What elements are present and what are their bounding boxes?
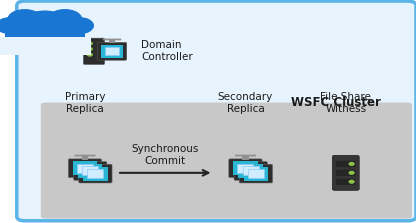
FancyBboxPatch shape: [336, 179, 356, 185]
FancyBboxPatch shape: [79, 164, 112, 183]
FancyBboxPatch shape: [109, 40, 115, 43]
Circle shape: [349, 180, 354, 183]
Circle shape: [87, 53, 92, 56]
Polygon shape: [105, 47, 119, 55]
FancyBboxPatch shape: [5, 23, 85, 37]
Circle shape: [23, 11, 67, 36]
FancyBboxPatch shape: [0, 37, 91, 55]
FancyBboxPatch shape: [83, 38, 105, 64]
Text: Secondary
Replica: Secondary Replica: [218, 92, 273, 114]
FancyBboxPatch shape: [17, 1, 416, 221]
Circle shape: [48, 10, 82, 28]
FancyBboxPatch shape: [244, 167, 268, 181]
Circle shape: [8, 10, 41, 28]
Polygon shape: [87, 169, 104, 178]
Circle shape: [349, 171, 354, 174]
Text: WSFC Cluster: WSFC Cluster: [291, 96, 381, 109]
Text: File Share
Witness: File Share Witness: [320, 92, 371, 114]
Circle shape: [87, 42, 92, 45]
Polygon shape: [248, 169, 264, 178]
FancyBboxPatch shape: [78, 164, 102, 178]
FancyBboxPatch shape: [235, 155, 256, 157]
Polygon shape: [77, 164, 93, 173]
Polygon shape: [243, 166, 259, 175]
FancyBboxPatch shape: [68, 159, 102, 178]
Text: Synchronous
Commit: Synchronous Commit: [131, 144, 199, 166]
FancyBboxPatch shape: [238, 164, 263, 178]
Circle shape: [64, 18, 93, 34]
FancyBboxPatch shape: [41, 103, 412, 219]
FancyBboxPatch shape: [233, 161, 258, 175]
FancyBboxPatch shape: [336, 161, 356, 167]
FancyBboxPatch shape: [234, 161, 267, 180]
FancyBboxPatch shape: [74, 161, 107, 180]
FancyBboxPatch shape: [97, 42, 127, 60]
FancyBboxPatch shape: [242, 156, 249, 160]
Circle shape: [0, 18, 25, 34]
FancyBboxPatch shape: [102, 45, 123, 58]
FancyBboxPatch shape: [103, 39, 121, 40]
FancyBboxPatch shape: [332, 155, 359, 190]
Text: Primary
Replica: Primary Replica: [65, 92, 105, 114]
Circle shape: [349, 163, 354, 165]
FancyBboxPatch shape: [83, 167, 108, 181]
FancyBboxPatch shape: [82, 156, 88, 160]
FancyBboxPatch shape: [229, 159, 262, 178]
FancyBboxPatch shape: [239, 164, 272, 183]
FancyBboxPatch shape: [73, 161, 97, 175]
Polygon shape: [238, 164, 253, 173]
Circle shape: [87, 48, 92, 50]
Polygon shape: [82, 166, 98, 175]
FancyBboxPatch shape: [74, 155, 95, 157]
Text: Domain
Controller: Domain Controller: [141, 41, 193, 62]
FancyBboxPatch shape: [336, 170, 356, 176]
